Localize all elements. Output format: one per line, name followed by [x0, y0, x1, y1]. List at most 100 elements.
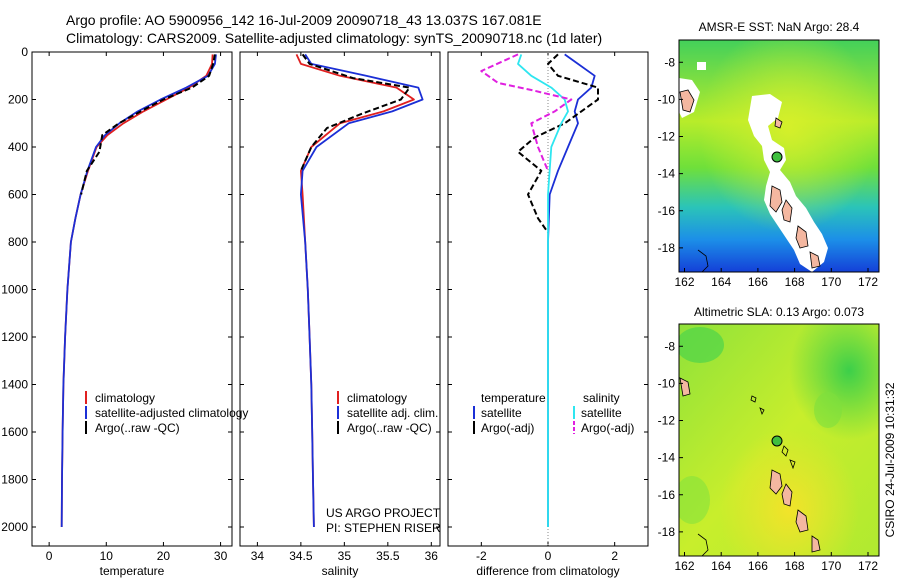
series-line [517, 54, 569, 527]
project-pi: PI: STEPHEN RISER [326, 521, 441, 535]
map-x-tick-label: 170 [821, 275, 841, 289]
plot-frame [31, 51, 233, 547]
legend-label-argo: Argo(..raw -QC) [347, 421, 432, 435]
y-tick-label: 1000 [1, 283, 28, 297]
header-line-1: Argo profile: AO 5900956_142 16-Jul-2009… [66, 12, 542, 28]
island-shape [781, 483, 793, 507]
x-tick-label: -2 [476, 549, 487, 563]
map-y-tick-label: -18 [658, 525, 676, 539]
sla-green-blob [679, 476, 710, 524]
x-tick-label: 0 [46, 549, 53, 563]
x-tick-label: 0 [545, 549, 552, 563]
y-tick-label: 2000 [1, 520, 28, 534]
y-tick-label: 1400 [1, 378, 28, 392]
map-y-tick-label: -10 [658, 376, 676, 390]
x-axis-label: salinity [322, 564, 359, 578]
difference-legend: temperature salinity satellite Argo(-adj… [473, 391, 634, 435]
temperature-legend: climatology satellite-adjusted climatolo… [85, 391, 248, 435]
legend-label-climatology: climatology [347, 391, 407, 405]
island-shape [781, 199, 793, 223]
series-line [517, 53, 599, 234]
y-tick-label: 800 [8, 235, 28, 249]
header-line-2: Climatology: CARS2009. Satellite-adjuste… [66, 30, 602, 46]
map-x-tick-label: 166 [748, 559, 768, 573]
y-tick-label: 1800 [1, 473, 28, 487]
sst-missing-data-mask-north [697, 62, 706, 70]
island-shape [795, 509, 809, 533]
y-tick-label: 1600 [1, 425, 28, 439]
y-tick-label: 1200 [1, 330, 28, 344]
argo-float-marker [771, 151, 783, 163]
map-y-tick-label: -18 [658, 241, 676, 255]
x-tick-label: 2 [611, 549, 618, 563]
legend-label-argo: Argo(..raw -QC) [95, 421, 180, 435]
series-line [480, 53, 573, 172]
sla-green-blob [814, 392, 842, 428]
x-tick-label: 36 [425, 549, 439, 563]
salinity-profile-panel: 34 34.5 35 35.5 36 salinity [239, 51, 441, 578]
island-shape [769, 185, 783, 213]
legend-label-satellite-adj: satellite adj. clim. [347, 406, 438, 420]
series-line [299, 53, 424, 528]
island-shape [679, 89, 695, 113]
map-x-tick-label: 172 [858, 559, 878, 573]
map-x-tick-label: 164 [711, 275, 731, 289]
x-tick-label: 10 [100, 549, 114, 563]
map-x-tick-label: 162 [674, 559, 694, 573]
map-y-tick-label: -12 [658, 130, 676, 144]
sst-map: AMSR-E SST: NaN Argo: 28.4 162 164 166 168 1… [658, 20, 880, 289]
legend-label-climatology: climatology [95, 391, 155, 405]
map-y-tick-label: -14 [658, 451, 676, 465]
temperature-profile-panel: 0 10 20 30 0 200 400 600 800 1000 1200 1400 1600 1800… [1, 45, 233, 578]
y-tick-label: 200 [8, 93, 28, 107]
legend-label-sal-argo: Argo(-adj) [581, 421, 634, 435]
sla-map-axes: 162 164 166 168 170 172 -8 -10 -12 -14 -16 -18 [658, 339, 879, 573]
creation-stamp: CSIRO 24-Jul-2009 10:31:32 [883, 382, 897, 537]
legend-label-satellite-adjusted: satellite-adjusted climatology [95, 406, 248, 420]
map-x-tick-label: 170 [821, 559, 841, 573]
sst-missing-data-mask [748, 94, 828, 272]
map-x-tick-label: 164 [711, 559, 731, 573]
x-axis-label: temperature [100, 564, 165, 578]
island-shape [679, 377, 691, 397]
island-outline [750, 395, 796, 470]
sst-map-title: AMSR-E SST: NaN Argo: 28.4 [699, 20, 860, 34]
legend-label-sal-satellite: satellite [581, 406, 622, 420]
map-x-tick-label: 166 [748, 275, 768, 289]
sla-map: Altimetric SLA: 0.13 Argo: 0.073 162 164 1… [658, 305, 880, 573]
x-tick-label: 35 [338, 549, 352, 563]
y-tick-label: 0 [21, 45, 28, 59]
project-name: US ARGO PROJECT [326, 506, 441, 520]
map-y-tick-label: -12 [658, 414, 676, 428]
map-x-tick-label: 162 [674, 275, 694, 289]
island-outline [697, 249, 709, 272]
island-outline [697, 533, 709, 556]
sla-green-blob [679, 327, 724, 363]
sla-map-title: Altimetric SLA: 0.13 Argo: 0.073 [694, 305, 864, 319]
map-y-tick-label: -14 [658, 167, 676, 181]
map-y-tick-label: -16 [658, 488, 676, 502]
map-y-tick-label: -8 [664, 339, 675, 353]
map-y-tick-label: -16 [658, 204, 676, 218]
island-shape [809, 251, 821, 269]
sla-map-frame [678, 323, 880, 557]
x-tick-label: 35.5 [376, 549, 400, 563]
legend-header-temperature: temperature [481, 391, 546, 405]
legend-header-salinity: salinity [583, 391, 620, 405]
island-shape [811, 535, 821, 553]
map-y-tick-label: -8 [664, 55, 675, 69]
salinity-legend: climatology satellite adj. clim. Argo(..… [337, 391, 438, 435]
map-x-tick-label: 168 [785, 559, 805, 573]
map-x-tick-label: 172 [858, 275, 878, 289]
x-tick-label: 30 [214, 549, 228, 563]
y-tick-label: 600 [8, 188, 28, 202]
series-line [299, 53, 411, 172]
sst-map-frame [678, 39, 880, 273]
island-shape [769, 469, 783, 495]
map-x-tick-label: 168 [785, 275, 805, 289]
argo-float-marker [771, 435, 783, 447]
island-shape [774, 117, 783, 129]
island-shape [795, 225, 809, 249]
